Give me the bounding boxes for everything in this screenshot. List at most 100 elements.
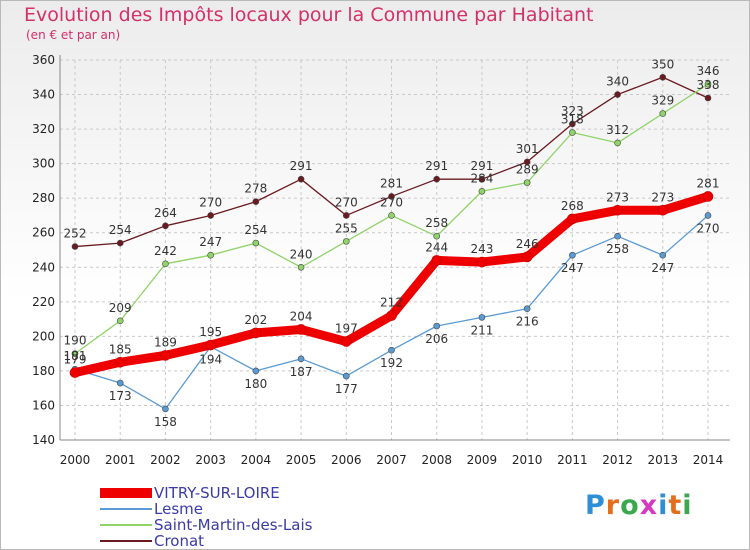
x-tick-label: 2014	[693, 453, 724, 467]
data-point	[478, 187, 486, 195]
data-point	[704, 94, 712, 102]
y-tick-label: 160	[32, 398, 55, 412]
data-point	[569, 120, 576, 128]
x-tick-label: 2008	[421, 453, 452, 467]
x-tick-label: 2007	[376, 453, 407, 467]
x-tick-label: 2009	[467, 453, 498, 467]
data-point	[160, 350, 171, 361]
data-point	[388, 193, 395, 200]
y-tick-label: 200	[32, 329, 55, 343]
data-point	[433, 232, 441, 240]
data-point	[295, 324, 307, 335]
data-label: 202	[244, 313, 267, 327]
data-label: 255	[335, 221, 358, 235]
data-labels: 252 254 264 270 278 291 270 281 291 291 301 323 340 3…	[64, 57, 720, 429]
legend-label-vitry: VITRY-SUR-LOIRE	[154, 484, 280, 502]
data-label: 258	[606, 242, 629, 256]
data-point	[478, 314, 486, 321]
data-label: 177	[335, 382, 358, 396]
y-tick-labels: 140 160 180 200 220 240 260 280 300 320 340 360	[32, 53, 55, 447]
data-label: 194	[199, 353, 222, 367]
y-tick-label: 140	[32, 433, 55, 447]
data-label: 273	[651, 190, 674, 204]
x-tick-label: 2001	[105, 453, 136, 467]
data-point	[69, 367, 81, 378]
data-label: 181	[64, 349, 87, 363]
data-label: 211	[470, 323, 493, 337]
y-tick-label: 360	[32, 53, 55, 67]
data-label: 243	[470, 242, 493, 256]
data-point	[71, 350, 79, 357]
logo-letter: x	[639, 490, 659, 521]
data-point	[614, 91, 621, 98]
data-label: 258	[425, 216, 448, 230]
y-tick-label: 320	[32, 122, 55, 136]
data-label: 185	[109, 342, 132, 356]
data-label: 254	[244, 223, 267, 237]
legend-swatch-saint-martin	[100, 524, 152, 526]
data-label: 246	[516, 237, 539, 251]
data-point	[388, 346, 395, 354]
data-point	[388, 212, 395, 219]
logo-letter: t	[668, 490, 683, 521]
data-point	[569, 129, 576, 136]
proxiti-logo: Proxiti	[585, 490, 693, 521]
data-point	[116, 239, 124, 247]
data-label: 323	[561, 104, 584, 118]
x-tick-label: 2012	[602, 453, 633, 467]
data-point	[431, 255, 443, 266]
data-label: 192	[380, 356, 403, 370]
data-label: 180	[244, 377, 267, 391]
data-label: 212	[380, 296, 403, 310]
data-label: 204	[290, 309, 313, 323]
legend-item-lesme: Lesme	[100, 500, 360, 518]
data-label: 158	[154, 415, 177, 429]
data-label: 281	[380, 176, 403, 190]
data-point	[342, 238, 350, 245]
data-label: 187	[290, 365, 313, 379]
data-point	[659, 110, 667, 117]
data-label: 291	[470, 159, 493, 173]
data-label: 247	[561, 261, 584, 275]
data-point	[521, 251, 533, 263]
data-label: 338	[697, 78, 720, 92]
data-point	[297, 355, 305, 363]
data-label: 197	[335, 322, 358, 336]
data-point	[116, 379, 124, 387]
data-label: 252	[64, 227, 87, 241]
x-tick-label: 2011	[557, 453, 588, 467]
data-label: 173	[109, 389, 132, 403]
legend: VITRY-SUR-LOIRE Lesme Saint-Martin-des-L…	[100, 484, 360, 550]
chart-subtitle: (en € et par an)	[26, 28, 121, 42]
data-point	[433, 175, 441, 183]
data-label: 278	[244, 182, 267, 196]
legend-label-cronat: Cronat	[154, 532, 205, 550]
data-label: 346	[697, 64, 720, 78]
x-tick-label: 2006	[331, 453, 362, 467]
data-point	[250, 327, 262, 339]
data-point	[659, 73, 667, 81]
x-tick-label: 2002	[150, 453, 181, 467]
legend-label-lesme: Lesme	[154, 500, 203, 518]
data-label: 242	[154, 244, 177, 258]
data-label: 273	[606, 190, 629, 204]
data-label: 254	[109, 223, 132, 237]
legend-swatch-vitry	[100, 488, 152, 498]
data-label: 247	[651, 261, 674, 275]
data-point	[116, 317, 124, 325]
logo-letter: o	[620, 490, 640, 521]
data-label: 179	[64, 353, 87, 367]
axes	[59, 55, 730, 441]
data-point	[297, 263, 305, 271]
data-point	[162, 405, 169, 413]
logo-letter: P	[585, 490, 606, 521]
data-point	[569, 251, 576, 259]
data-point	[659, 251, 667, 259]
data-point	[342, 372, 350, 380]
data-point	[205, 339, 216, 351]
data-label: 247	[199, 235, 222, 249]
y-tick-label: 240	[32, 260, 55, 274]
data-label: 284	[470, 171, 493, 185]
data-point	[340, 336, 352, 347]
data-label: 240	[290, 247, 313, 261]
